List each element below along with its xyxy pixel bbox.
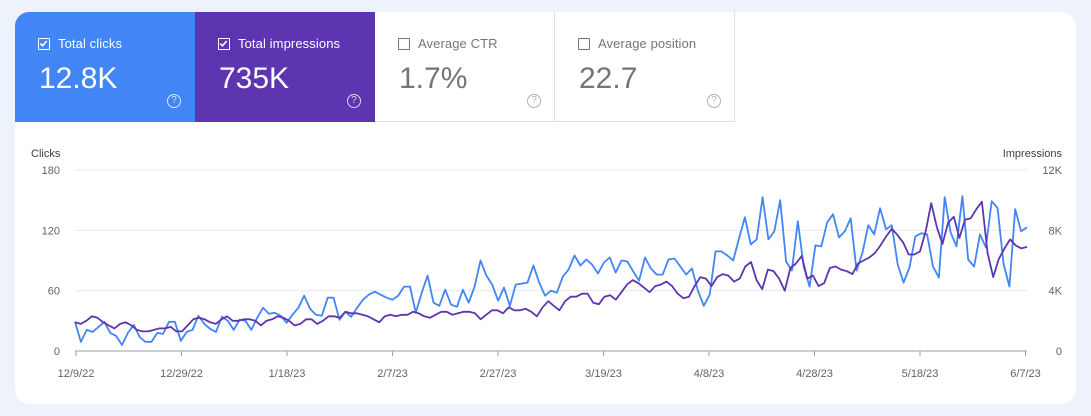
x-tick-label: 6/7/23: [1010, 368, 1041, 380]
checkbox-unchecked-icon[interactable]: [398, 38, 410, 50]
average-ctr-tile[interactable]: Average CTR 1.7% ?: [375, 12, 555, 122]
left-tick-label: 120: [42, 225, 60, 237]
metric-label: Total clicks: [58, 36, 123, 51]
x-tick-label: 5/18/23: [902, 368, 939, 380]
help-circle-icon[interactable]: ?: [707, 94, 721, 108]
right-tick-label: 8K: [1049, 225, 1063, 237]
metric-label: Average CTR: [418, 36, 498, 51]
clicks-series-line: [74, 195, 1028, 346]
metric-value: 735K: [219, 62, 290, 95]
help-circle-icon[interactable]: ?: [527, 94, 541, 108]
checkbox-checked-icon[interactable]: [38, 38, 50, 50]
x-tick-label: 2/27/23: [480, 368, 517, 380]
metric-value: 22.7: [579, 62, 638, 95]
x-tick-label: 12/29/22: [160, 368, 203, 380]
right-tick-label: 4K: [1049, 286, 1063, 298]
checkbox-checked-icon[interactable]: [218, 38, 230, 50]
left-tick-label: 180: [42, 165, 60, 177]
right-tick-label: 12K: [1042, 165, 1062, 177]
checkbox-unchecked-icon[interactable]: [578, 38, 590, 50]
average-position-tile[interactable]: Average position 22.7 ?: [555, 12, 735, 122]
total-clicks-tile[interactable]: Total clicks 12.8K ?: [15, 12, 195, 122]
help-circle-icon[interactable]: ?: [167, 94, 181, 108]
metric-label: Total impressions: [238, 36, 341, 51]
right-tick-label: 0: [1056, 346, 1062, 358]
performance-chart: Clicks Impressions 180 12K 120 8K 60 4K 0 0 12/9/2…: [31, 148, 1063, 380]
impressions-series-line: [74, 200, 1028, 333]
metric-value: 12.8K: [39, 62, 118, 95]
help-circle-icon[interactable]: ?: [347, 94, 361, 108]
total-impressions-tile[interactable]: Total impressions 735K ?: [195, 12, 375, 122]
x-tick-label: 12/9/22: [58, 368, 95, 380]
metric-value: 1.7%: [399, 62, 468, 95]
metric-tiles: Total clicks 12.8K ? Total impressions 7…: [15, 12, 735, 122]
performance-card: Total clicks 12.8K ? Total impressions 7…: [15, 12, 1076, 404]
x-tick-label: 1/18/23: [269, 368, 306, 380]
x-tick-label: 3/19/23: [585, 368, 622, 380]
x-tick-label: 4/8/23: [694, 368, 725, 380]
x-tick-label: 2/7/23: [377, 368, 408, 380]
x-tick-label: 4/28/23: [796, 368, 833, 380]
metric-label: Average position: [598, 36, 697, 51]
left-axis-title: Clicks: [31, 148, 61, 160]
right-axis-title: Impressions: [1003, 148, 1063, 160]
left-tick-label: 0: [54, 346, 60, 358]
left-tick-label: 60: [48, 286, 60, 298]
